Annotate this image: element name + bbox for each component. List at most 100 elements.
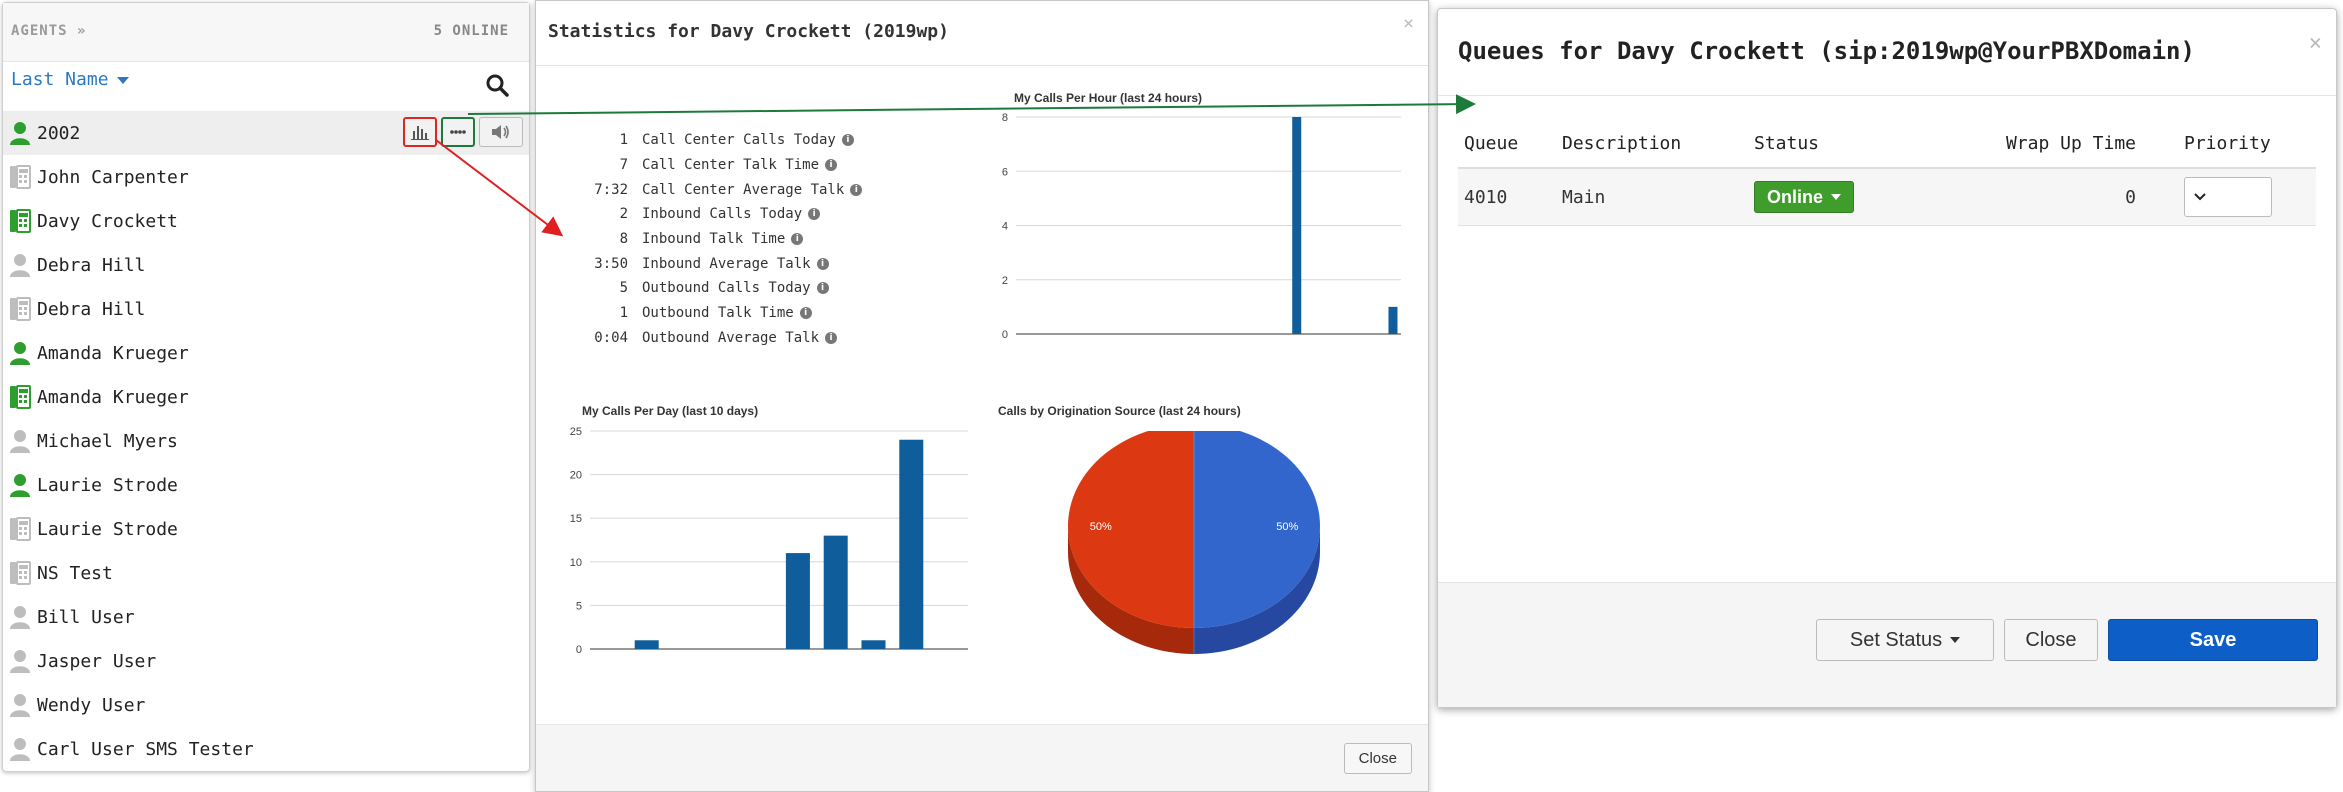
agent-row[interactable]: Jasper User xyxy=(3,639,529,683)
pie-slice-side xyxy=(1068,526,1194,654)
stat-label: Outbound Talk Time xyxy=(642,305,794,322)
y-tick-label: 4 xyxy=(1002,221,1008,233)
user-green-icon xyxy=(8,120,32,146)
agent-name: 2002 xyxy=(37,122,81,144)
save-button[interactable]: Save xyxy=(2108,619,2318,661)
chart-title-origination-source: Calls by Origination Source (last 24 hou… xyxy=(998,404,1241,418)
user-green-icon xyxy=(8,340,32,366)
column-header-queue: Queue xyxy=(1464,132,1519,154)
status-label: Online xyxy=(1767,186,1824,207)
y-tick-label: 0 xyxy=(1002,329,1008,341)
y-tick-label: 15 xyxy=(570,513,582,525)
y-tick-label: 10 xyxy=(570,557,582,569)
agent-row[interactable]: Davy Crockett xyxy=(3,199,529,243)
agents-title-label: AGENTS xyxy=(11,23,68,39)
stat-row: 7 Call Center Talk Time i xyxy=(576,153,862,178)
agent-name: John Carpenter xyxy=(37,166,189,188)
stat-label: Inbound Talk Time xyxy=(642,231,786,248)
statistics-button[interactable] xyxy=(403,117,437,147)
queue-status-dropdown[interactable]: Online xyxy=(1754,181,1855,213)
set-status-button[interactable]: Set Status xyxy=(1816,619,1994,661)
agent-row[interactable]: Michael Myers xyxy=(3,419,529,463)
stat-value: 7:32 xyxy=(594,181,628,198)
user-gray-icon xyxy=(8,252,32,278)
agent-row[interactable]: Amanda Krueger xyxy=(3,375,529,419)
agent-name: Debra Hill xyxy=(37,254,146,276)
agent-name: Amanda Krueger xyxy=(37,386,189,408)
stat-label: Outbound Average Talk xyxy=(642,329,820,346)
agent-row[interactable]: Debra Hill xyxy=(3,287,529,331)
expand-icon[interactable]: » xyxy=(77,23,87,39)
column-header-status: Status xyxy=(1754,132,1820,154)
agent-name: Michael Myers xyxy=(37,430,178,452)
caret-down-icon xyxy=(116,76,129,84)
agent-row[interactable]: 2002 xyxy=(3,111,529,155)
info-icon[interactable]: i xyxy=(825,331,838,344)
bar xyxy=(634,640,659,649)
close-icon[interactable]: × xyxy=(2308,31,2322,56)
priority-select[interactable] xyxy=(2184,177,2272,217)
agent-row[interactable]: Laurie Strode xyxy=(3,463,529,507)
agent-row[interactable]: Laurie Strode xyxy=(3,507,529,551)
agents-title[interactable]: AGENTS » xyxy=(11,23,86,39)
column-header-wrap-up-time: Wrap Up Time xyxy=(2005,132,2136,154)
chart-title-calls-per-hour: My Calls Per Hour (last 24 hours) xyxy=(1014,91,1203,105)
pie-slice-side xyxy=(1194,526,1320,654)
y-tick-label: 25 xyxy=(570,426,582,438)
bar xyxy=(861,640,886,649)
agent-list: 2002 John Carpenter Davy Crockett Debra Hil… xyxy=(3,111,529,771)
info-icon[interactable]: i xyxy=(791,233,804,246)
info-icon[interactable]: i xyxy=(850,183,863,196)
agent-row[interactable]: Amanda Krueger xyxy=(3,331,529,375)
table-row: 4010 Main Online 0 xyxy=(1458,169,2316,226)
close-button[interactable]: Close xyxy=(2004,619,2098,661)
stat-value: 7 xyxy=(619,157,628,174)
stat-row: 2 Inbound Calls Today i xyxy=(576,202,862,227)
search-icon[interactable] xyxy=(485,73,509,97)
info-icon[interactable]: i xyxy=(808,208,821,221)
agent-row[interactable]: Debra Hill xyxy=(3,243,529,287)
listen-button[interactable] xyxy=(479,117,523,147)
agent-row[interactable]: Carl User SMS Tester xyxy=(3,727,529,771)
agent-row[interactable]: Wendy User xyxy=(3,683,529,727)
online-count: 5 ONLINE xyxy=(433,23,509,39)
set-status-label: Set Status xyxy=(1849,628,1943,651)
phone-gray-icon xyxy=(8,164,32,190)
info-icon[interactable]: i xyxy=(816,257,829,270)
info-icon[interactable]: i xyxy=(825,159,838,172)
agents-header: AGENTS » 5 ONLINE xyxy=(3,3,529,62)
bar xyxy=(899,439,924,649)
stat-value: 3:50 xyxy=(594,255,628,272)
column-header-description: Description xyxy=(1562,132,1682,154)
agent-name: Bill User xyxy=(37,606,135,628)
y-tick-label: 2 xyxy=(1002,275,1008,287)
stat-label: Outbound Calls Today xyxy=(642,280,811,297)
chevron-down-icon xyxy=(2194,193,2206,201)
close-button[interactable]: Close xyxy=(1343,743,1412,774)
agent-row[interactable]: Bill User xyxy=(3,595,529,639)
user-gray-icon xyxy=(8,736,32,762)
user-gray-icon xyxy=(8,648,32,674)
info-icon[interactable]: i xyxy=(816,282,829,295)
bar xyxy=(823,535,848,649)
stat-label: Call Center Talk Time xyxy=(642,157,820,174)
phone-green-icon xyxy=(8,208,32,234)
queues-button[interactable] xyxy=(441,117,475,147)
info-icon[interactable]: i xyxy=(799,307,812,320)
close-icon[interactable]: × xyxy=(1403,13,1414,34)
bar xyxy=(1292,117,1302,334)
pie-slice-label: 50% xyxy=(1090,521,1112,533)
pie-slice xyxy=(1068,431,1194,628)
agent-row[interactable]: NS Test xyxy=(3,551,529,595)
agent-row[interactable]: John Carpenter xyxy=(3,155,529,199)
info-icon[interactable]: i xyxy=(841,134,854,147)
stat-value: 0:04 xyxy=(594,329,628,346)
bar xyxy=(1388,306,1398,334)
agents-panel: AGENTS » 5 ONLINE Last Name 2002 John Car… xyxy=(2,2,530,772)
stat-value: 1 xyxy=(619,132,628,149)
sort-dropdown[interactable]: Last Name xyxy=(11,69,129,90)
stat-row: 1 Outbound Talk Time i xyxy=(576,301,862,326)
agent-name: Davy Crockett xyxy=(37,210,178,232)
agent-name: Carl User SMS Tester xyxy=(37,738,254,760)
column-header-priority: Priority xyxy=(2184,132,2271,154)
